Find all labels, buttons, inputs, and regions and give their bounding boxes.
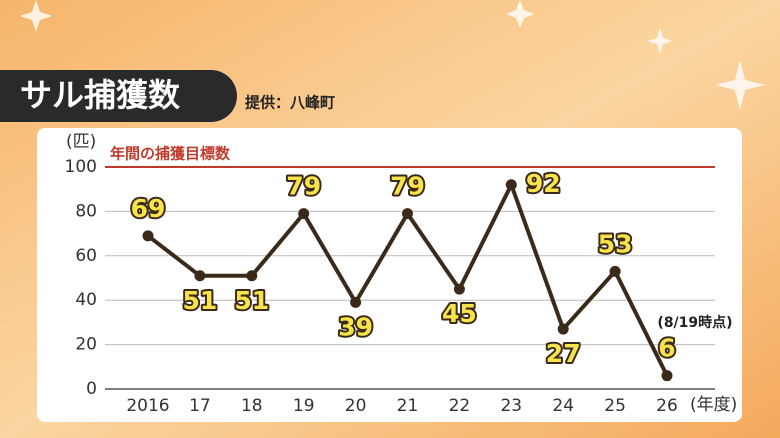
panel	[37, 128, 742, 422]
data-label: 92	[526, 169, 561, 198]
x-tick-label: 26	[656, 396, 678, 416]
data-label: 53	[598, 229, 633, 258]
x-tick-label: 22	[449, 396, 471, 416]
marker	[298, 208, 310, 220]
x-axis-label: (年度)	[690, 395, 737, 415]
target-label: 年間の捕獲目標数	[110, 145, 231, 163]
marker	[350, 296, 362, 308]
source: 提供：八峰町	[245, 94, 335, 112]
annotation: (8/19時点)	[657, 314, 732, 331]
y-tick-label: 40	[75, 290, 97, 310]
title-banner	[0, 70, 237, 122]
x-tick-label: 2016	[126, 396, 169, 416]
x-tick-label: 25	[604, 396, 626, 416]
chart-title: サル捕獲数	[20, 76, 181, 114]
data-label: 79	[390, 172, 425, 201]
marker	[661, 370, 673, 382]
x-tick-label: 19	[293, 396, 315, 416]
data-label: 45	[442, 299, 477, 328]
marker	[505, 179, 517, 191]
data-label: 79	[286, 172, 321, 201]
y-tick-label: 100	[65, 157, 97, 177]
x-tick-label: 23	[500, 396, 522, 416]
marker	[609, 265, 621, 277]
data-label: 6	[658, 334, 675, 363]
y-tick-label: 20	[75, 335, 97, 355]
data-label: 39	[338, 312, 373, 341]
marker	[246, 270, 258, 282]
x-tick-label: 21	[397, 396, 419, 416]
x-tick-label: 20	[345, 396, 367, 416]
data-label: 69	[131, 194, 166, 223]
data-label: 51	[183, 286, 218, 315]
y-tick-label: 80	[75, 201, 97, 221]
marker	[453, 283, 465, 295]
data-label: 51	[234, 286, 269, 315]
y-tick-label: 0	[86, 379, 97, 399]
marker	[194, 270, 206, 282]
marker	[402, 208, 413, 220]
y-axis-label: (匹)	[66, 132, 96, 152]
marker	[557, 323, 569, 335]
x-tick-label: 24	[552, 396, 574, 416]
y-tick-label: 60	[75, 246, 97, 266]
marker	[142, 230, 154, 242]
data-label: 27	[546, 339, 581, 368]
x-tick-label: 17	[189, 396, 211, 416]
sparkles	[20, 0, 765, 110]
x-tick-label: 18	[241, 396, 263, 416]
